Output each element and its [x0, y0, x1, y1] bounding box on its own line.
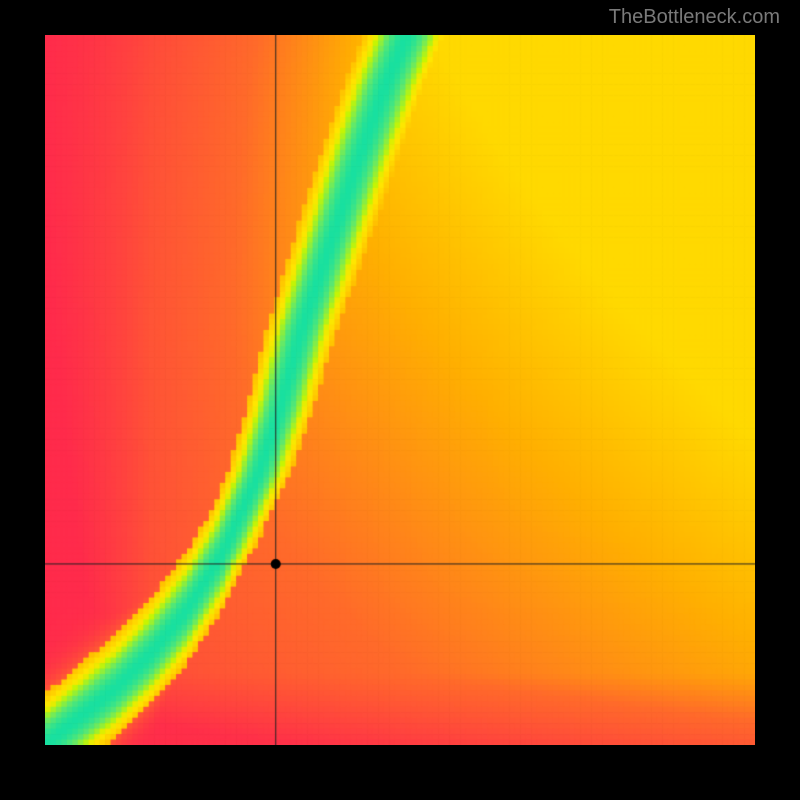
heatmap-canvas	[45, 35, 755, 745]
heatmap-chart	[45, 35, 755, 745]
watermark-text: TheBottleneck.com	[609, 6, 780, 29]
